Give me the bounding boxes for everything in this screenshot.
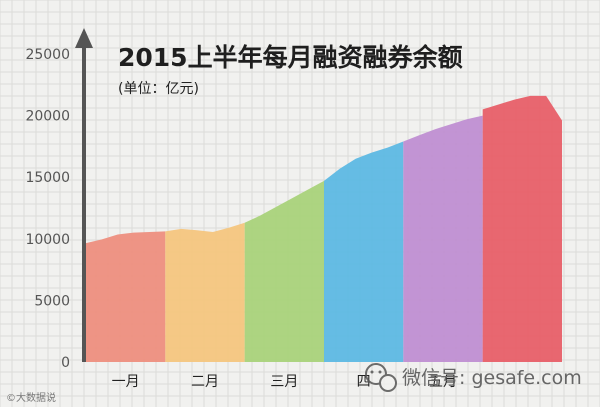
chart-title: 2015上半年每月融资融券余额 [118, 43, 463, 72]
y-tick-label: 0 [61, 355, 70, 371]
y-axis [75, 28, 93, 362]
wechat-watermark-icon [365, 363, 397, 392]
watermark-right: 微信号: gesafe.com [402, 367, 582, 389]
y-tick-label: 25000 [25, 47, 70, 63]
month-area-3 [244, 180, 324, 362]
y-tick-label: 5000 [34, 293, 70, 309]
month-area-1 [86, 231, 166, 362]
month-area-2 [165, 222, 245, 362]
month-area-6 [482, 95, 562, 363]
x-tick-label: 二月 [191, 374, 219, 390]
y-tick-labels: 0 5000 10000 15000 20000 25000 [25, 47, 70, 371]
x-tick-label: 一月 [112, 374, 140, 390]
chart-subtitle: (单位：亿元) [118, 81, 199, 97]
y-axis-arrow [75, 28, 93, 48]
areas [86, 95, 562, 363]
x-tick-label: 三月 [270, 374, 298, 390]
y-tick-label: 15000 [25, 170, 70, 186]
watermark-left: ©大数据说 [6, 393, 56, 404]
month-area-4 [324, 141, 404, 362]
month-area-5 [403, 115, 483, 362]
y-tick-label: 20000 [25, 109, 70, 125]
x-tick-label: 五月 [429, 374, 457, 390]
y-tick-label: 10000 [25, 232, 70, 248]
